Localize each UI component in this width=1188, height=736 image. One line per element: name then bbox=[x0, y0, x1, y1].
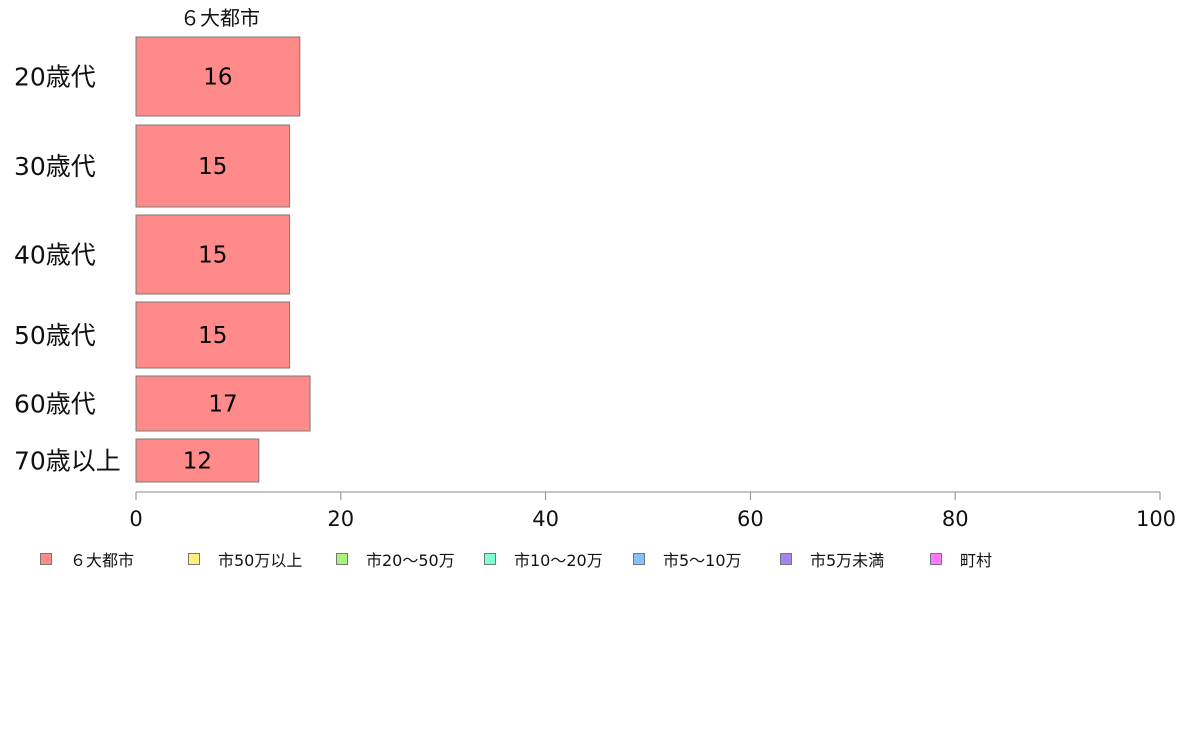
legend-label: ６大都市 bbox=[70, 551, 135, 570]
bar-segment bbox=[135, 124, 291, 208]
x-tick-label: 20 bbox=[327, 507, 354, 531]
top-segment-label: ６大都市 bbox=[180, 6, 260, 30]
legend-swatch bbox=[633, 553, 645, 565]
legend-label: 市50万以上 bbox=[218, 551, 303, 570]
legend-item: 市50万以上 bbox=[188, 547, 302, 571]
x-tick-label: 0 bbox=[129, 507, 142, 531]
category-label: 50歳代 bbox=[14, 321, 96, 350]
bar-segment bbox=[135, 438, 260, 483]
data-label: 15 bbox=[198, 243, 227, 269]
x-tick-label: 60 bbox=[737, 507, 764, 531]
bars-group: 20歳代 16 30歳代 15 40歳代 15 50歳代 15 60歳代 17 70歳以上 12 bbox=[14, 36, 311, 483]
legend-label: 市5～10万 bbox=[663, 551, 742, 570]
data-label: 17 bbox=[208, 392, 237, 418]
legend-swatch bbox=[780, 553, 792, 565]
legend-label: 市20～50万 bbox=[366, 551, 455, 570]
bar-segment bbox=[135, 301, 291, 369]
category-label: 40歳代 bbox=[14, 241, 96, 270]
bar-segment bbox=[135, 36, 301, 117]
legend-label: 市5万未満 bbox=[810, 551, 885, 570]
x-tick-label: 100 bbox=[1136, 507, 1176, 531]
legend-item: 市5万未満 bbox=[780, 547, 884, 571]
legend-swatch bbox=[484, 553, 496, 565]
legend-swatch bbox=[188, 553, 200, 565]
x-tick-label: 80 bbox=[942, 507, 969, 531]
data-label: 12 bbox=[183, 449, 212, 475]
legend-label: 市10～20万 bbox=[514, 551, 603, 570]
legend-item: ６大都市 bbox=[40, 547, 134, 571]
legend-item: 市10～20万 bbox=[484, 547, 603, 571]
data-label: 16 bbox=[203, 65, 232, 91]
legend-label: 町村 bbox=[960, 551, 993, 570]
legend-swatch bbox=[336, 553, 348, 565]
legend-item: 市5～10万 bbox=[633, 547, 742, 571]
x-axis: 0 20 40 60 80 100 bbox=[129, 491, 1176, 531]
data-label: 15 bbox=[198, 323, 227, 349]
category-label: 60歳代 bbox=[14, 390, 96, 419]
category-label: 30歳代 bbox=[14, 152, 96, 181]
data-label: 15 bbox=[198, 154, 227, 180]
bar-segment bbox=[135, 214, 291, 295]
legend-swatch bbox=[930, 553, 942, 565]
category-label: 20歳代 bbox=[14, 63, 96, 92]
legend-item: 市20～50万 bbox=[336, 547, 455, 571]
legend-item: 町村 bbox=[930, 547, 992, 571]
category-label: 70歳以上 bbox=[14, 447, 121, 476]
stacked-bar-chart: ６大都市 20歳代 16 30歳代 15 40歳代 15 50歳代 15 60歳代 17 70歳以上… bbox=[14, 6, 1176, 531]
x-tick-label: 40 bbox=[532, 507, 559, 531]
bar-segment bbox=[135, 375, 311, 432]
legend-swatch bbox=[40, 553, 52, 565]
